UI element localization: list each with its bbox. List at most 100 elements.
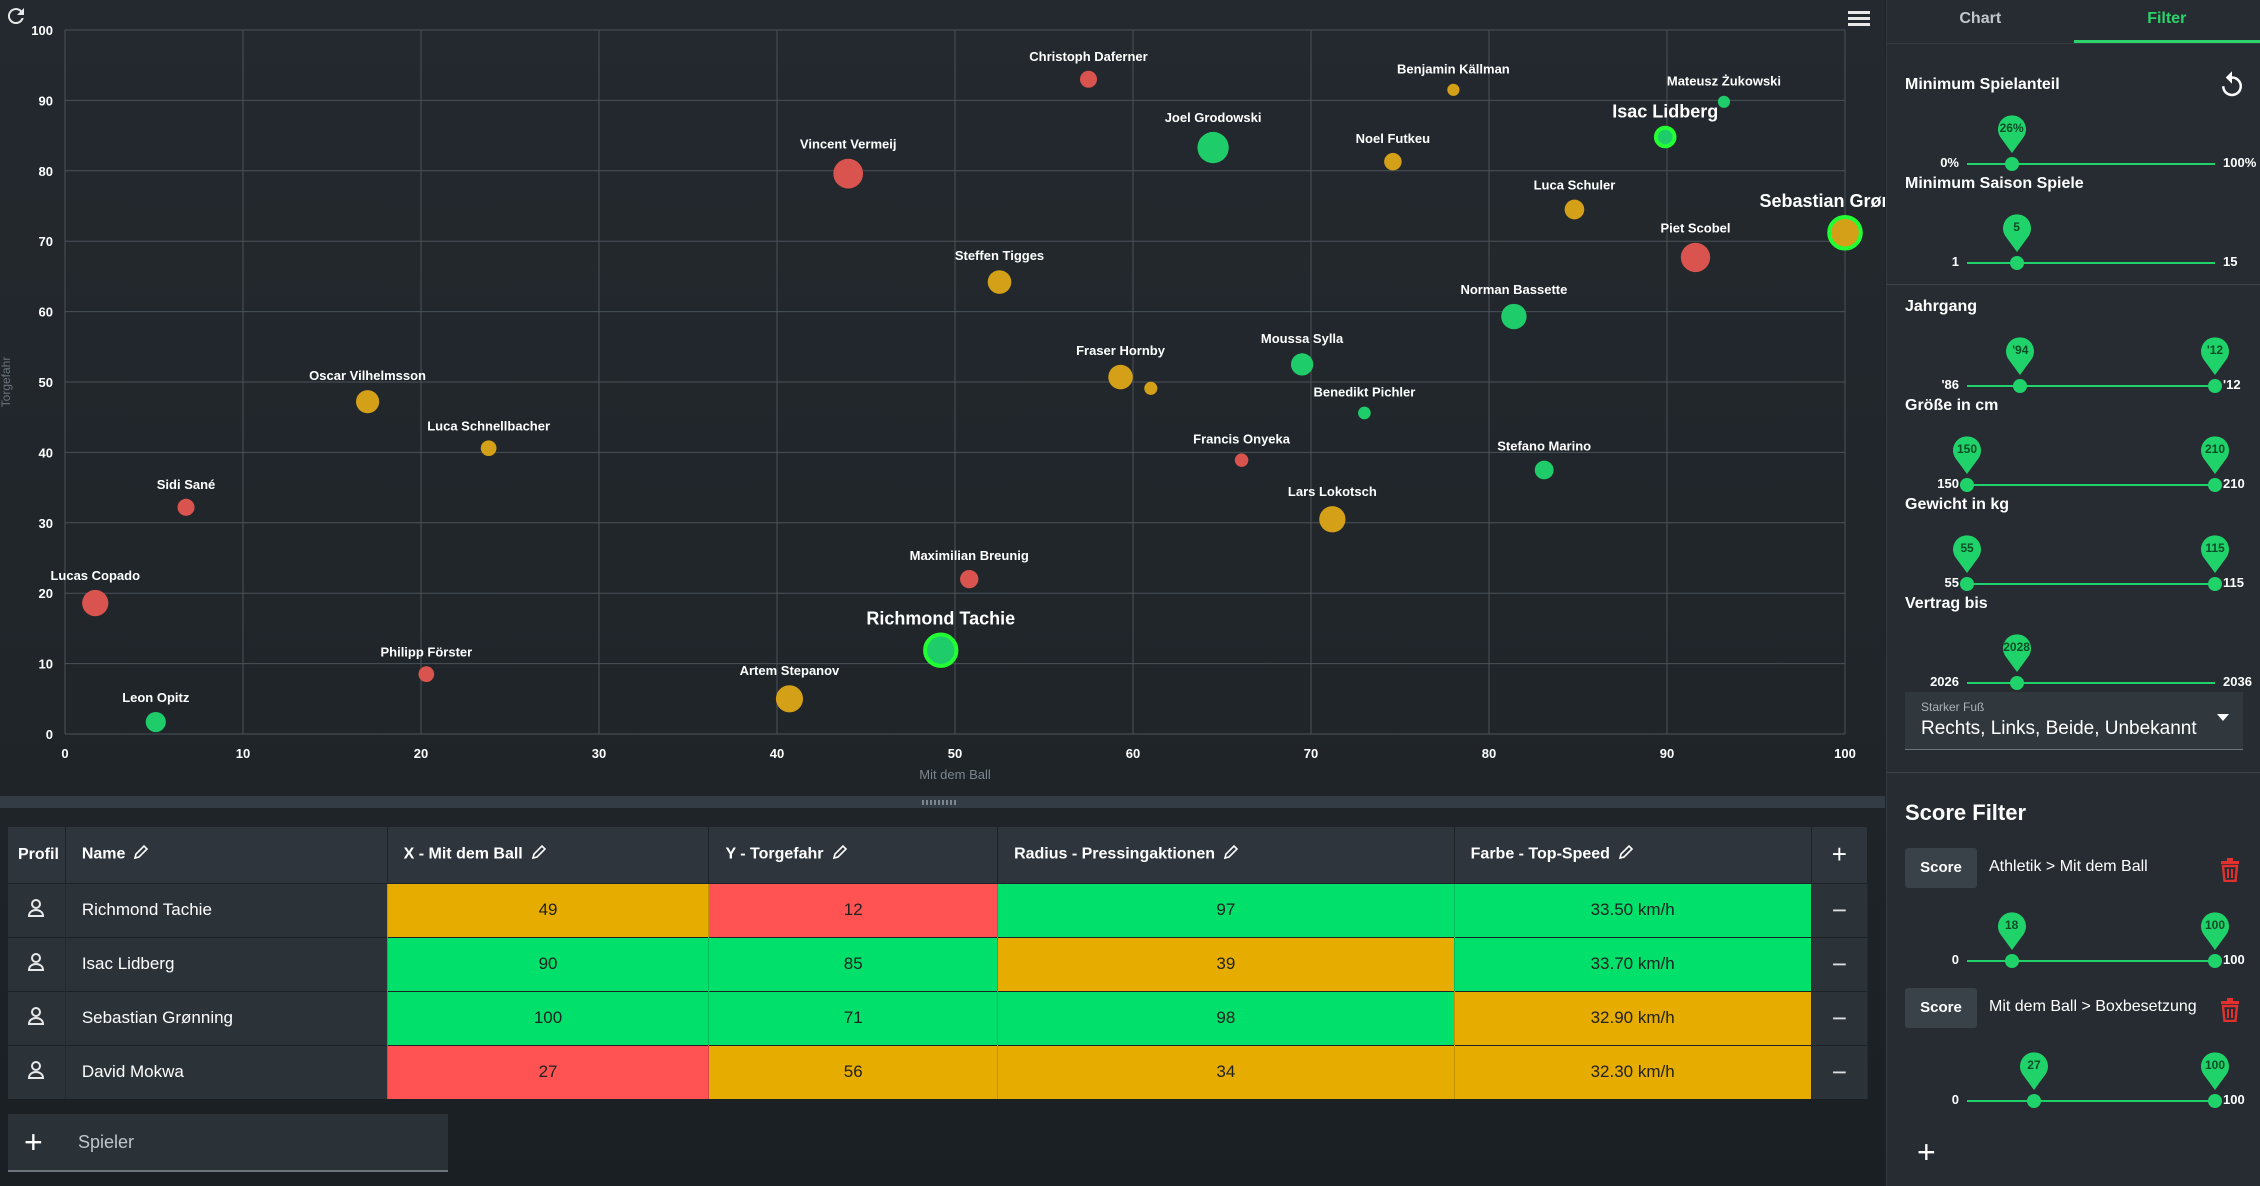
slider-track[interactable] xyxy=(1967,385,2215,387)
resize-splitter[interactable] xyxy=(0,796,1885,808)
data-point[interactable] xyxy=(418,666,435,683)
filter-label: Vertrag bis xyxy=(1905,595,1988,612)
range-slider[interactable]: 150 210 150 210 xyxy=(1905,424,2249,504)
range-slider[interactable]: 0 100 18 100 xyxy=(1905,900,2249,980)
data-point[interactable] xyxy=(1108,364,1133,390)
divider xyxy=(1887,772,2260,773)
remove-row-button[interactable]: − xyxy=(1811,1044,1869,1099)
range-slider[interactable]: 1 15 5 xyxy=(1905,202,2249,282)
pencil-icon[interactable] xyxy=(531,844,547,865)
data-point[interactable] xyxy=(833,158,864,189)
range-slider[interactable]: '86 '12 '94 '12 xyxy=(1905,325,2249,405)
pencil-icon[interactable] xyxy=(832,844,848,865)
remove-row-button[interactable]: − xyxy=(1811,936,1869,991)
range-slider[interactable]: 55 115 55 115 xyxy=(1905,523,2249,603)
tab-filter[interactable]: Filter xyxy=(2073,0,2260,43)
remove-row-button[interactable]: − xyxy=(1811,882,1869,937)
slider-track[interactable] xyxy=(1967,484,2215,486)
slider-value-label: 100 xyxy=(2204,1058,2226,1072)
range-slider[interactable]: 0% 100% 26% xyxy=(1905,103,2256,183)
range-slider[interactable]: 2026 2036 2028 xyxy=(1905,622,2252,702)
profile-user-icon[interactable] xyxy=(8,1044,66,1099)
slider-thumb[interactable] xyxy=(2208,1094,2222,1108)
score-type-button[interactable]: Score xyxy=(1905,848,1977,888)
data-point[interactable] xyxy=(1653,125,1677,149)
slider-track[interactable] xyxy=(1967,1100,2215,1102)
slider-thumb[interactable] xyxy=(2013,379,2028,393)
slider-thumb[interactable] xyxy=(2026,1094,2041,1108)
data-point[interactable] xyxy=(1358,406,1371,420)
data-point[interactable] xyxy=(1680,242,1711,273)
pencil-icon[interactable] xyxy=(133,844,149,865)
slider-thumb[interactable] xyxy=(2208,954,2222,968)
data-point[interactable] xyxy=(1144,381,1158,395)
data-point[interactable] xyxy=(1717,95,1731,108)
slider-thumb[interactable] xyxy=(2004,954,2019,968)
slider-min-label: 2026 xyxy=(1930,674,1959,689)
remove-row-button[interactable]: − xyxy=(1811,990,1869,1045)
data-point[interactable] xyxy=(775,685,804,713)
slider-thumb[interactable] xyxy=(1960,577,1974,591)
range-slider[interactable]: 0 100 27 100 xyxy=(1905,1040,2249,1120)
data-point[interactable] xyxy=(1197,131,1229,164)
slider-track[interactable] xyxy=(1967,960,2215,962)
trash-icon[interactable] xyxy=(2219,998,2241,1023)
slider-thumb[interactable] xyxy=(2004,157,2019,171)
data-point[interactable] xyxy=(960,569,979,589)
data-point[interactable] xyxy=(1290,353,1314,376)
profile-user-icon[interactable] xyxy=(8,882,66,937)
data-point[interactable] xyxy=(987,270,1012,294)
profile-user-icon[interactable] xyxy=(8,990,66,1045)
data-point[interactable] xyxy=(1319,506,1346,533)
y-tick-label: 70 xyxy=(39,234,53,249)
slider-thumb[interactable] xyxy=(2208,379,2222,393)
splitter-grip-icon[interactable] xyxy=(922,800,956,805)
slider-track[interactable] xyxy=(1967,163,2215,165)
tab-chart[interactable]: Chart xyxy=(1959,10,2002,27)
slider-thumb[interactable] xyxy=(2208,478,2222,492)
strong-foot-select[interactable]: Starker Fuß Rechts, Links, Beide, Unbeka… xyxy=(1905,692,2243,750)
slider-value-label: 210 xyxy=(2204,442,2226,456)
slider-track[interactable] xyxy=(1967,262,2215,264)
pencil-icon[interactable] xyxy=(1223,844,1239,865)
slider-thumb[interactable] xyxy=(1960,478,1974,492)
data-point[interactable] xyxy=(1534,460,1554,480)
col-color[interactable]: Farbe - Top-Speed xyxy=(1454,827,1812,883)
trash-icon[interactable] xyxy=(2219,858,2241,883)
slider-track[interactable] xyxy=(1967,682,2215,684)
reset-icon[interactable] xyxy=(2217,70,2247,100)
slider-thumb[interactable] xyxy=(2009,256,2024,270)
strong-foot-value: Rechts, Links, Beide, Unbekannt xyxy=(1921,718,2197,739)
data-point[interactable] xyxy=(923,632,959,668)
slider-thumb[interactable] xyxy=(2009,676,2024,690)
data-point[interactable] xyxy=(1564,199,1585,220)
col-y[interactable]: Y - Torgefahr xyxy=(708,827,999,883)
data-point[interactable] xyxy=(356,390,380,414)
data-point[interactable] xyxy=(1447,83,1460,96)
pencil-icon[interactable] xyxy=(1618,844,1634,865)
profile-user-icon[interactable] xyxy=(8,936,66,991)
data-point[interactable] xyxy=(1384,152,1402,171)
x-tick-label: 90 xyxy=(1660,746,1674,761)
add-player-input[interactable]: + Spieler xyxy=(8,1114,448,1172)
slider-track[interactable] xyxy=(1967,583,2215,585)
data-point[interactable] xyxy=(1234,453,1249,467)
data-point[interactable] xyxy=(82,589,109,617)
data-point[interactable] xyxy=(145,711,166,733)
add-column-button[interactable]: + xyxy=(1811,827,1869,883)
add-score-button[interactable]: + xyxy=(1917,1134,1936,1170)
col-name[interactable]: Name xyxy=(65,827,388,883)
plus-icon[interactable]: + xyxy=(24,1123,43,1160)
col-radius[interactable]: Radius - Pressingaktionen xyxy=(997,827,1455,883)
hamburger-menu-icon[interactable] xyxy=(1845,6,1875,32)
refresh-icon[interactable] xyxy=(4,4,28,28)
data-point[interactable] xyxy=(480,440,497,457)
score-type-button[interactable]: Score xyxy=(1905,988,1977,1028)
slider-thumb[interactable] xyxy=(2208,577,2222,591)
data-point[interactable] xyxy=(1079,70,1098,88)
data-point[interactable] xyxy=(1827,214,1863,251)
data-point[interactable] xyxy=(177,498,195,516)
slider-value-pin xyxy=(2199,910,2231,950)
col-x[interactable]: X - Mit dem Ball xyxy=(387,827,710,883)
data-point[interactable] xyxy=(1501,303,1527,330)
